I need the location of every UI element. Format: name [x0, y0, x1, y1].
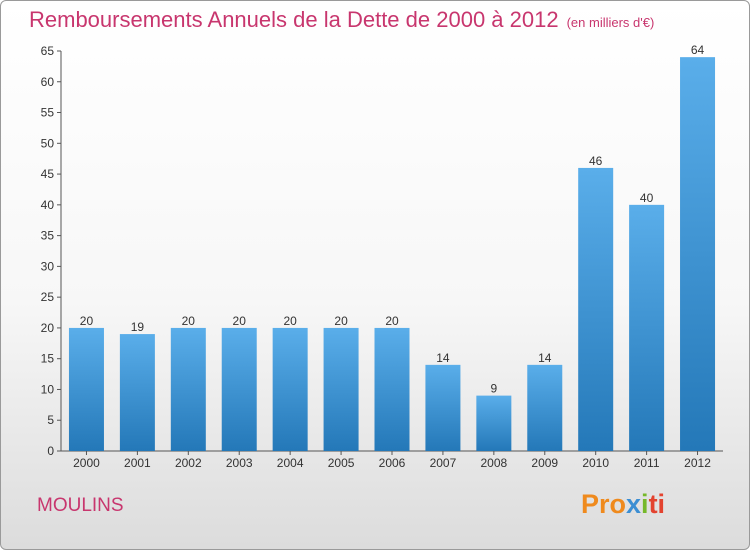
y-tick-label: 40 — [41, 198, 55, 212]
y-tick-label: 50 — [41, 136, 55, 150]
bar-value-label: 46 — [589, 154, 603, 168]
bar-value-label: 20 — [80, 314, 94, 328]
bar-value-label: 14 — [436, 351, 450, 365]
bar-value-label: 20 — [283, 314, 297, 328]
x-tick-label: 2004 — [277, 456, 304, 470]
y-tick-label: 10 — [41, 382, 55, 396]
y-tick-label: 30 — [41, 259, 55, 273]
city-name: MOULINS — [37, 495, 124, 516]
bar-value-label: 14 — [538, 351, 552, 365]
y-tick-label: 55 — [41, 106, 55, 120]
proxiti-logo: Proxiti — [581, 489, 665, 520]
x-tick-label: 2011 — [634, 456, 660, 470]
x-tick-label: 2006 — [379, 456, 406, 470]
logo-part-2: x — [626, 489, 642, 519]
logo-part-4: ti — [648, 489, 666, 519]
bar-value-label: 20 — [182, 314, 196, 328]
chart-title: Remboursements Annuels de la Dette de 20… — [29, 7, 654, 33]
bar — [374, 327, 410, 451]
bar-value-label: 9 — [491, 382, 498, 396]
x-tick-label: 2010 — [582, 456, 609, 470]
x-tick-label: 2001 — [124, 456, 151, 470]
bar — [476, 395, 512, 451]
bar — [170, 327, 206, 451]
y-tick-label: 45 — [41, 167, 55, 181]
x-tick-label: 2007 — [430, 456, 457, 470]
bar — [68, 327, 104, 451]
bar-value-label: 64 — [691, 43, 705, 57]
bar-value-label: 20 — [334, 314, 348, 328]
bar — [680, 57, 716, 452]
x-tick-label: 2002 — [175, 456, 202, 470]
labels: 20 2000 19 2001 20 2002 20 2003 20 2004 20 2005 20 20… — [73, 43, 711, 470]
y-tick-label: 15 — [41, 352, 55, 366]
y-tick-label: 25 — [41, 290, 55, 304]
bar — [578, 167, 614, 451]
bar-value-label: 20 — [385, 314, 399, 328]
y-tick-label: 0 — [47, 444, 54, 458]
bar — [323, 327, 359, 451]
x-tick-label: 2000 — [73, 456, 100, 470]
logo-part-3: i — [641, 489, 649, 519]
bars — [68, 57, 716, 452]
y-tick-label: 65 — [41, 44, 55, 58]
chart-subtitle: (en milliers d'€) — [566, 15, 655, 30]
x-tick-label: 2009 — [531, 456, 558, 470]
bar-value-label: 40 — [640, 191, 654, 205]
x-tick-label: 2003 — [226, 456, 253, 470]
x-tick-label: 2005 — [328, 456, 355, 470]
bar — [629, 204, 665, 451]
bar-value-label: 20 — [233, 314, 247, 328]
axes: 0 5 10 15 20 25 30 35 40 45 50 55 60 65 — [41, 44, 723, 458]
logo-part-1: Pro — [581, 489, 627, 519]
y-tick-label: 60 — [41, 75, 55, 89]
y-tick-label: 35 — [41, 229, 55, 243]
bar — [527, 364, 563, 451]
y-tick-label: 20 — [41, 321, 55, 335]
y-tick-label: 5 — [47, 413, 54, 427]
bar — [272, 327, 308, 451]
bar — [425, 364, 461, 451]
bar — [119, 334, 155, 451]
x-tick-label: 2012 — [684, 456, 711, 470]
bar-value-label: 19 — [131, 320, 145, 334]
x-tick-label: 2008 — [480, 456, 507, 470]
chart-title-text: Remboursements Annuels de la Dette de 20… — [29, 7, 559, 32]
bar — [221, 327, 257, 451]
